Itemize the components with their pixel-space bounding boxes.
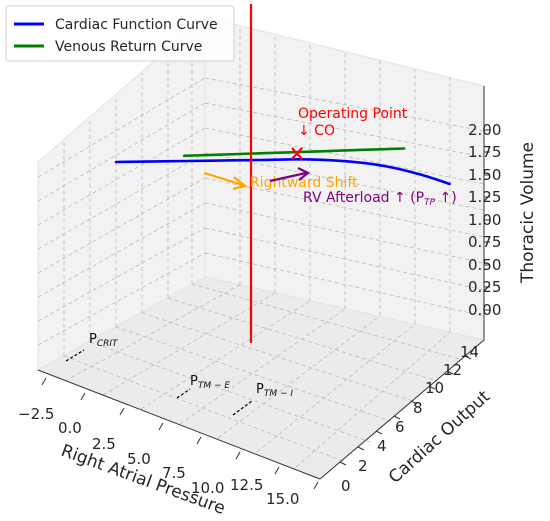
rv-afterload-label: RV Afterload ↑ (PTP ↑) [303, 190, 457, 208]
p-tme-marker [176, 388, 191, 399]
y-axis-line [319, 339, 485, 480]
y-tick-label: 14 [460, 343, 479, 361]
y-tick-label: 8 [413, 399, 423, 417]
z-tick-label: 1.75 [468, 143, 501, 161]
y-tick-label: 12 [443, 361, 462, 379]
p-tme-base: P [190, 374, 198, 389]
x-tick-label: 0.0 [58, 419, 82, 437]
y-tick-label: 2 [358, 457, 368, 475]
rv-afterload-text: RV Afterload ↑ (P [303, 190, 424, 206]
pressure-markers: PCRIT PTM − E PTM − I [65, 332, 293, 416]
x-tick-label: 2.5 [92, 435, 116, 453]
p-crit-label: PCRIT [89, 332, 119, 349]
z-tick-label: 0.00 [468, 301, 501, 319]
p-tmi-base: P [256, 382, 264, 397]
grid-right-pane [204, 26, 485, 332]
legend-label-cardiac: Cardiac Function Curve [55, 17, 218, 33]
rv-afterload-tail: ↑) [435, 190, 457, 206]
legend-label-venous: Venous Return Curve [55, 39, 202, 55]
y-tick-label: 0 [341, 477, 351, 495]
x-tick-label: 15.0 [266, 490, 299, 508]
x-axis-line [37, 369, 321, 480]
y-tick-label: 4 [377, 437, 387, 455]
grid-floor-pane [63, 283, 464, 468]
z-tick-label: 1.25 [468, 188, 501, 206]
p-tmi-label: PTM − I [256, 382, 293, 399]
x-tick-label: −2.5 [18, 405, 54, 423]
legend: Cardiac Function Curve Venous Return Cur… [5, 5, 235, 62]
operating-point-marker [291, 147, 303, 160]
rv-afterload-arrow [269, 167, 311, 183]
y-tick-labels: 0 2 4 6 8 10 12 14 [341, 343, 479, 495]
z-tick-label: 0.25 [468, 278, 501, 296]
operating-point-co-label: ↓ CO [298, 123, 335, 139]
z-tick-label: 0.50 [468, 256, 501, 274]
venous-return-curve [182, 147, 406, 158]
z-tick-label: 1.50 [468, 166, 501, 184]
x-tick-label: 12.5 [230, 476, 263, 494]
y-tick-label: 10 [425, 379, 444, 397]
x-tick-label: 5.0 [127, 450, 151, 468]
x-tick-labels: −2.5 0.0 2.5 5.0 7.5 10.0 12.5 15.0 [18, 405, 299, 508]
tick-marks [41, 129, 490, 490]
x-tick-label: 7.5 [162, 464, 186, 482]
y-tick-label: 6 [395, 418, 405, 436]
p-crit-sub: CRIT [97, 339, 119, 349]
z-tick-label: 1.00 [468, 211, 501, 229]
x-tick-label: 10.0 [191, 479, 224, 497]
z-tick-label: 2.00 [468, 121, 501, 139]
p-crit-base: P [89, 332, 97, 347]
p-tme-sub: TM − E [198, 381, 231, 391]
rv-afterload-sub: TP [424, 198, 435, 208]
series-layer [114, 147, 451, 186]
operating-point-label: Operating Point [298, 106, 408, 122]
p-tmi-sub: TM − I [264, 389, 294, 399]
p-tme-label: PTM − E [190, 374, 230, 391]
z-axis-label: Thoracic Volume [518, 142, 538, 284]
p-tmi-marker [232, 400, 253, 416]
cardiac-function-curve [114, 158, 451, 186]
legend-box [5, 5, 235, 62]
z-tick-labels: 0.00 0.25 0.50 0.75 1.00 1.25 1.50 1.75 … [468, 121, 501, 319]
p-crit-marker [65, 349, 85, 362]
z-tick-label: 0.75 [468, 233, 501, 251]
rightward-shift-arrow [203, 171, 248, 191]
